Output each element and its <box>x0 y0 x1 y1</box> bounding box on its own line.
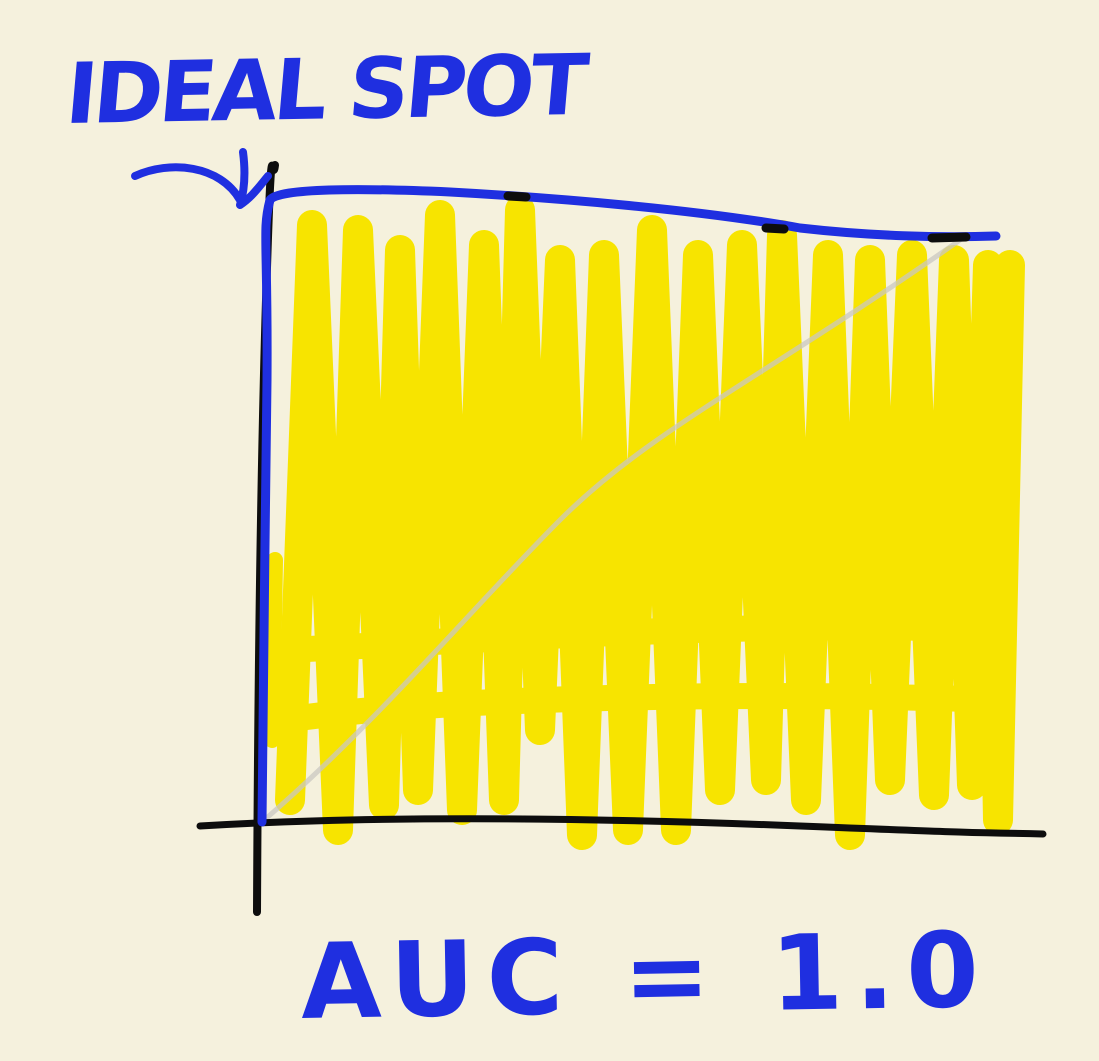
auc-label: AUC = 1.0 <box>299 908 992 1043</box>
ink-mark <box>927 232 971 243</box>
curved-arrow-icon <box>131 148 272 209</box>
diagonal-reference-line <box>259 237 963 825</box>
yellow-scribble-stroke <box>272 614 1013 733</box>
ideal-spot-label: IDEAL SPOT <box>62 35 589 143</box>
roc-curve <box>257 185 1001 827</box>
x-axis <box>196 815 1047 838</box>
area-under-curve-scribble <box>264 195 1025 850</box>
yellow-scribble-stroke <box>275 195 1025 850</box>
yellow-scribble-stroke <box>264 552 283 748</box>
ink-mark <box>761 223 789 234</box>
ink-mark <box>503 191 531 202</box>
